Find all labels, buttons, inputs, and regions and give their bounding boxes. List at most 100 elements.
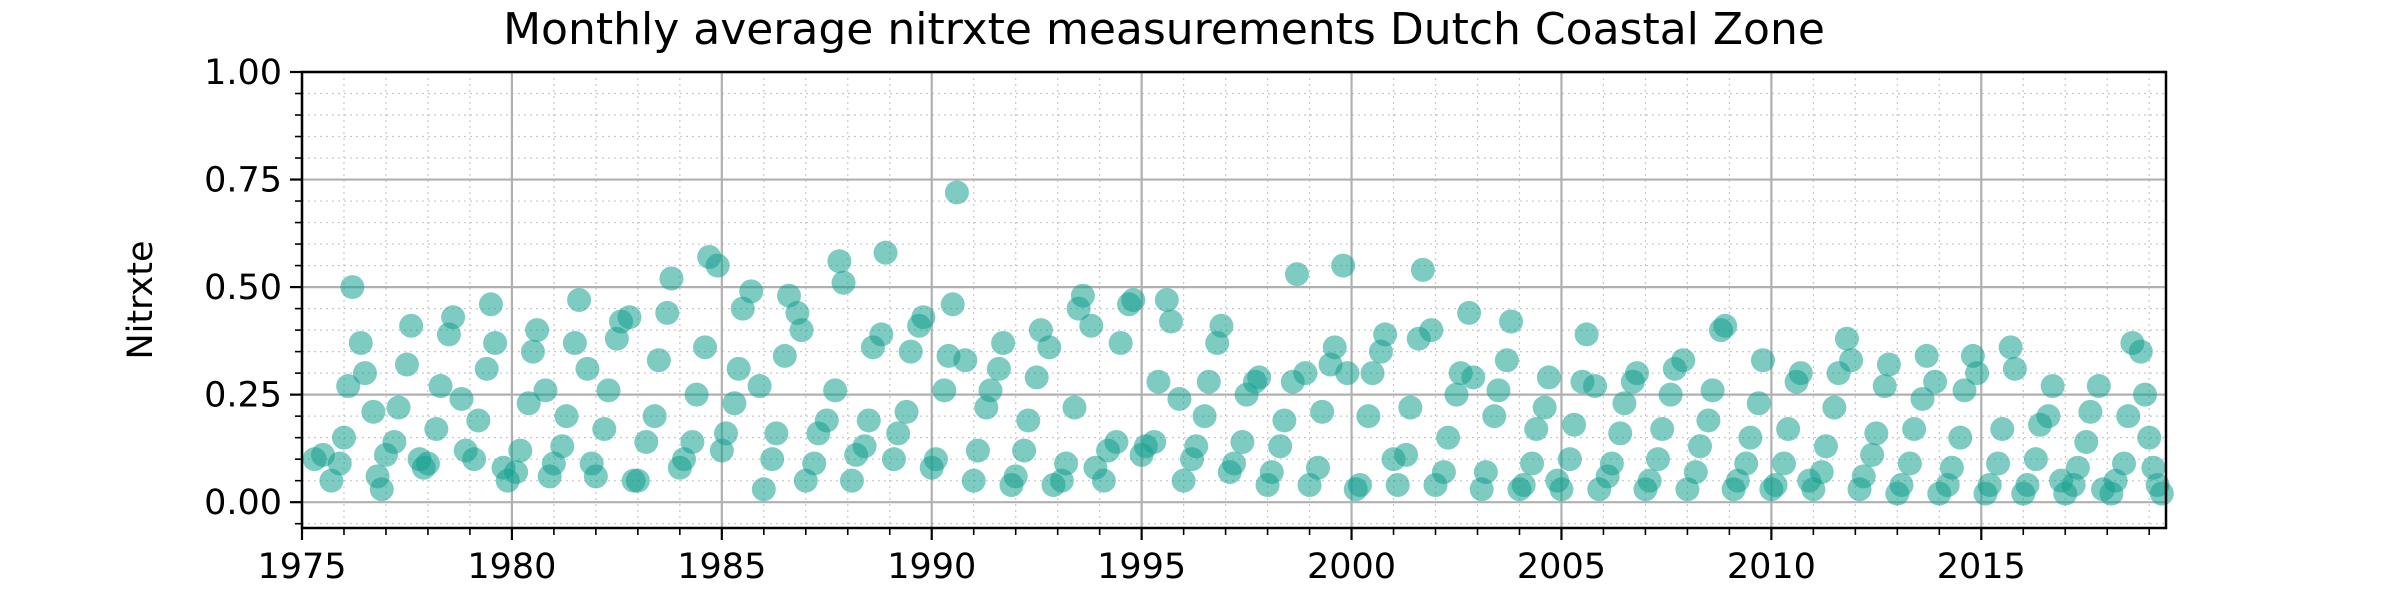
data-point (369, 477, 394, 502)
data-point (932, 378, 957, 403)
data-point (953, 348, 978, 373)
data-point (1599, 451, 1624, 476)
data-point (592, 417, 617, 442)
data-point (1054, 451, 1079, 476)
data-point (1511, 472, 1536, 497)
data-point (1986, 451, 2011, 476)
data-point (1293, 361, 1318, 386)
data-point (1574, 322, 1599, 347)
data-point (504, 460, 529, 485)
data-point (911, 305, 936, 330)
data-point (1851, 464, 1876, 489)
y-tick-label: 0.25 (204, 376, 282, 416)
data-point (986, 356, 1011, 381)
data-point (693, 335, 718, 360)
data-point (944, 180, 969, 205)
data-point (508, 438, 533, 463)
data-point (483, 331, 508, 356)
data-point (1356, 404, 1381, 429)
data-point (2112, 451, 2137, 476)
data-point (1184, 434, 1209, 459)
x-tick-label: 2010 (1727, 547, 1816, 587)
data-point (340, 275, 365, 300)
data-point (1410, 257, 1435, 282)
data-point (525, 318, 550, 343)
data-point (764, 421, 789, 446)
data-point (1713, 313, 1738, 338)
data-point (1562, 412, 1587, 437)
data-point (634, 429, 659, 454)
data-point (739, 279, 764, 304)
data-point (394, 352, 419, 377)
data-point (1977, 472, 2002, 497)
x-tick-label: 2005 (1517, 547, 1606, 587)
data-point (814, 408, 839, 433)
data-point (520, 339, 545, 364)
data-point (550, 434, 575, 459)
data-point (894, 399, 919, 424)
data-point (978, 378, 1003, 403)
data-point (352, 361, 377, 386)
data-point (1003, 464, 1028, 489)
data-point (331, 425, 356, 450)
data-point (1457, 300, 1482, 325)
data-point (2086, 374, 2111, 399)
data-point (852, 434, 877, 459)
data-point (1834, 326, 1859, 351)
y-tick-labels: 0.00 0.25 0.50 0.75 1.00 (204, 53, 282, 523)
data-point (2065, 455, 2090, 480)
data-point (583, 464, 608, 489)
data-point (1272, 408, 1297, 433)
data-point (642, 404, 667, 429)
x-tick-labels: 1975 1980 1985 1990 1995 2000 2005 2010 2015 (257, 547, 2025, 587)
data-point (1809, 460, 1834, 485)
data-point (474, 356, 499, 381)
y-axis-label: Nitrxte (121, 240, 161, 359)
data-point (625, 468, 650, 493)
data-point (1310, 399, 1335, 424)
y-tick-label: 0.75 (204, 161, 282, 201)
data-point (1482, 404, 1507, 429)
data-point (965, 438, 990, 463)
data-points (302, 180, 2174, 506)
data-point (1872, 374, 1897, 399)
data-point (516, 391, 541, 416)
data-point (361, 399, 386, 424)
data-point (462, 447, 487, 472)
data-point (1494, 348, 1519, 373)
data-point (1646, 447, 1671, 472)
data-point (1952, 378, 1977, 403)
x-tick-label: 1975 (257, 547, 346, 587)
x-tick-label: 2000 (1307, 547, 1396, 587)
data-point (886, 421, 911, 446)
data-point (1637, 468, 1662, 493)
data-point (1108, 331, 1133, 356)
data-point (466, 408, 491, 433)
data-point (1671, 348, 1696, 373)
data-point (789, 318, 814, 343)
data-point (856, 408, 881, 433)
data-point (1696, 408, 1721, 433)
data-point (1998, 335, 2023, 360)
data-point (2078, 399, 2103, 424)
chart-title: Monthly average nitrxte measurements Dut… (503, 4, 1825, 55)
data-point (415, 451, 440, 476)
y-tick-label: 0.50 (204, 268, 282, 308)
data-point (1024, 365, 1049, 390)
data-point (1331, 253, 1356, 278)
data-point (2002, 356, 2027, 381)
data-point (839, 468, 864, 493)
data-point (478, 292, 503, 317)
data-point (1419, 318, 1444, 343)
data-point (1192, 404, 1217, 429)
data-point (1776, 417, 1801, 442)
data-point (1121, 288, 1146, 312)
data-point (1583, 374, 1608, 399)
data-point (1444, 382, 1469, 407)
data-point (726, 356, 751, 381)
data-point (940, 292, 965, 317)
data-point (1771, 451, 1796, 476)
data-point (1486, 378, 1511, 403)
data-point (449, 386, 474, 411)
